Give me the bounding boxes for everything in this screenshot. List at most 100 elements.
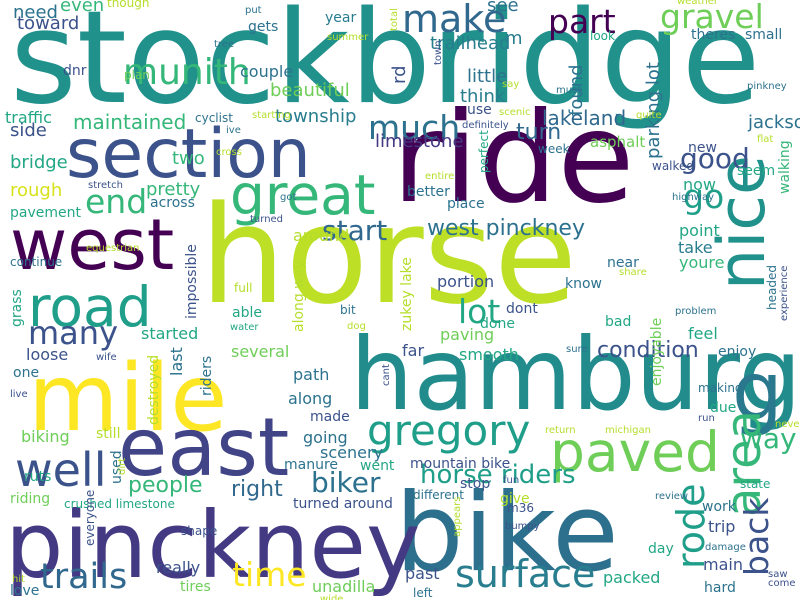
cloud-word: two xyxy=(172,148,205,169)
cloud-word: packed xyxy=(603,568,661,587)
cloud-word: turned around xyxy=(293,496,393,512)
cloud-word: along way xyxy=(291,260,307,332)
cloud-word: going xyxy=(303,428,348,447)
cloud-word: really xyxy=(156,558,201,577)
cloud-word: rd xyxy=(389,65,410,84)
cloud-word: portion xyxy=(437,272,495,291)
cloud-word: lakeland xyxy=(542,106,627,130)
cloud-word: place xyxy=(447,196,485,212)
cloud-word: different xyxy=(413,488,464,502)
cloud-word: west pinckney xyxy=(427,216,585,241)
cloud-word: damage xyxy=(705,542,746,553)
cloud-word: part xyxy=(548,2,616,41)
cloud-word: make xyxy=(402,0,507,41)
cloud-word: making xyxy=(698,381,743,395)
cloud-word: trailhead xyxy=(430,33,511,54)
cloud-word: turn xyxy=(516,120,562,145)
cloud-word: lot xyxy=(458,292,501,331)
cloud-word: hard xyxy=(704,580,736,596)
cloud-word: must xyxy=(556,85,582,96)
cloud-word: beautiful xyxy=(270,80,350,101)
cloud-word: ruts xyxy=(24,469,52,485)
cloud-word: everyone xyxy=(83,489,97,546)
cloud-word: trip xyxy=(708,517,736,536)
cloud-word: plan xyxy=(124,68,150,82)
cloud-word: road xyxy=(28,275,152,339)
cloud-word: maintained xyxy=(73,110,187,134)
cloud-word: dnr xyxy=(63,63,87,79)
cloud-word: great xyxy=(230,163,376,227)
cloud-word: continue xyxy=(10,255,63,269)
cloud-word: fun xyxy=(503,475,520,486)
cloud-word: traffic xyxy=(5,108,52,127)
cloud-word: asphalt xyxy=(590,133,646,151)
cloud-word: use xyxy=(467,102,492,118)
cloud-word: bike xyxy=(395,471,619,596)
cloud-word: cross xyxy=(216,147,242,158)
cloud-word: west xyxy=(10,204,175,286)
cloud-word: jackson xyxy=(748,112,800,133)
cloud-word: stretch xyxy=(88,180,123,191)
cloud-word: enjoyable xyxy=(649,317,665,386)
cloud-word: horse xyxy=(200,177,578,334)
cloud-word: little xyxy=(467,66,508,87)
cloud-word: bit xyxy=(340,303,356,317)
cloud-word: stop xyxy=(460,476,491,492)
cloud-word: run xyxy=(698,413,715,424)
cloud-word: way xyxy=(740,422,797,455)
cloud-word: tires xyxy=(180,579,211,595)
cloud-word: even xyxy=(60,0,105,16)
cloud-word: past xyxy=(405,564,440,583)
cloud-word: full xyxy=(234,281,253,295)
cloud-word: know xyxy=(565,276,602,292)
cloud-word: surface xyxy=(455,552,596,596)
cloud-word: biker xyxy=(311,466,381,499)
cloud-word: michigan xyxy=(605,425,651,436)
cloud-word: scenic xyxy=(499,107,531,118)
cloud-word: definitely xyxy=(462,120,509,131)
cloud-word: gregory xyxy=(367,406,531,455)
cloud-word: problem xyxy=(675,306,717,317)
cloud-word: side xyxy=(10,120,47,141)
cloud-word: walking xyxy=(777,140,793,194)
cloud-word: bumpy xyxy=(505,521,540,532)
cloud-word: munith xyxy=(123,52,251,93)
cloud-word: back xyxy=(737,497,776,576)
cloud-word: stockbridge xyxy=(10,0,761,133)
cloud-word: dont xyxy=(506,301,538,317)
cloud-word: hit xyxy=(12,574,26,585)
cloud-word: gravel xyxy=(660,0,764,36)
cloud-word: went xyxy=(360,458,395,474)
cloud-word: time xyxy=(232,555,307,594)
cloud-word: week xyxy=(538,142,570,156)
cloud-word: put xyxy=(245,5,262,16)
cloud-word: tree xyxy=(214,39,235,50)
cloud-word: several xyxy=(231,342,290,361)
cloud-word: zukey lake xyxy=(399,257,415,331)
cloud-word: look xyxy=(590,29,615,43)
cloud-word: paved xyxy=(550,420,720,484)
cloud-word: many xyxy=(28,314,118,352)
cloud-word: biking xyxy=(21,427,70,446)
cloud-word: total xyxy=(389,8,400,31)
cloud-word: pavement xyxy=(10,205,81,221)
cloud-word: well xyxy=(15,443,107,497)
cloud-word: started xyxy=(141,324,199,343)
cloud-word: across xyxy=(150,195,195,211)
cloud-word: horse riders xyxy=(420,460,576,490)
cloud-word: dog xyxy=(347,321,366,332)
cloud-word: impossible xyxy=(184,244,200,319)
cloud-word: water xyxy=(230,322,259,333)
cloud-word: perfect xyxy=(477,130,491,173)
cloud-word: go xyxy=(683,177,725,216)
cloud-word: theres xyxy=(691,27,736,43)
cloud-word: love xyxy=(10,583,40,599)
cloud-word: able xyxy=(232,305,262,321)
cloud-word: g xyxy=(732,345,783,438)
cloud-word: walked xyxy=(652,159,695,173)
cloud-word: township xyxy=(275,106,357,127)
cloud-word: say xyxy=(502,79,520,90)
cloud-word: limestone xyxy=(375,131,464,152)
cloud-word: now xyxy=(683,175,717,194)
cloud-word: manure xyxy=(284,457,339,473)
